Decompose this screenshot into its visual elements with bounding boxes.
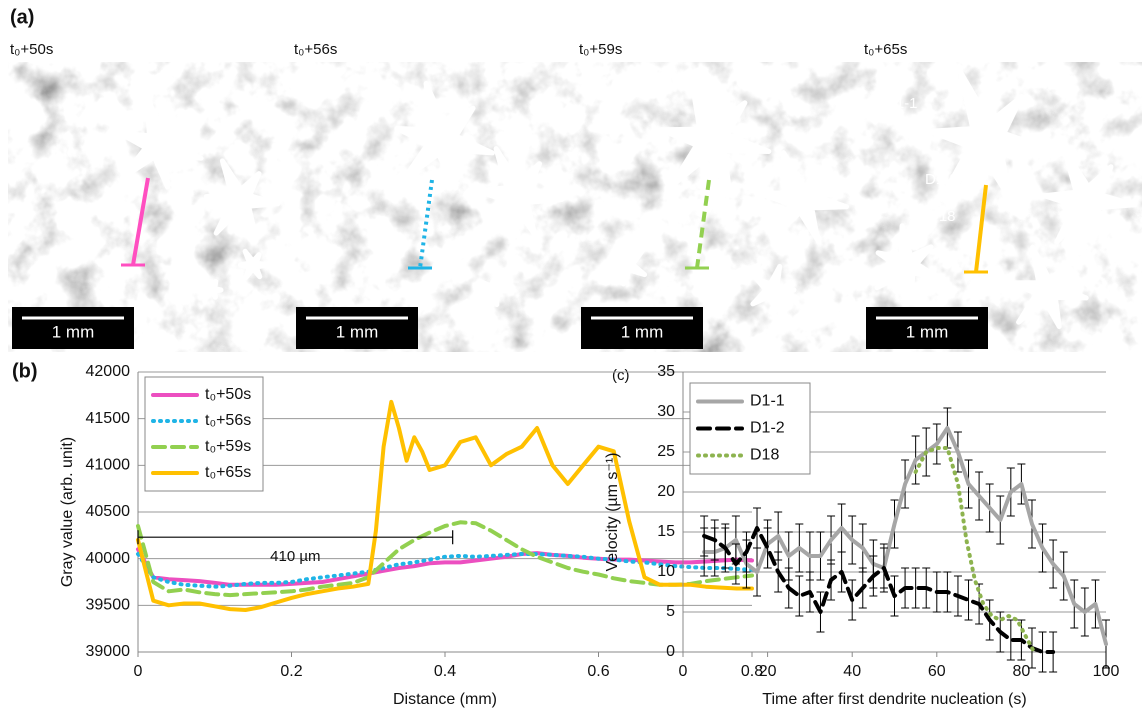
y-tick-label: 40000 xyxy=(86,550,131,567)
dendrite-label: D1-1 xyxy=(885,95,918,112)
scale-bar-box xyxy=(581,307,703,349)
dendrite xyxy=(474,146,565,237)
x-tick-label: 60 xyxy=(928,663,946,680)
panel-label: (b) xyxy=(12,360,38,382)
y-tick-label: 25 xyxy=(657,443,675,460)
legend-label: t₀+56s xyxy=(205,412,251,429)
y-tick-label: 10 xyxy=(657,563,675,580)
series-line xyxy=(702,526,1056,654)
dendrite xyxy=(394,81,495,191)
dendrite-label: D18 xyxy=(928,208,956,225)
dendrite xyxy=(203,158,281,236)
series-line xyxy=(136,552,754,589)
scale-bar-box xyxy=(866,307,988,349)
dendrite xyxy=(927,69,1054,201)
dendrite-label: D1-2 xyxy=(925,171,958,188)
x-tick-label: 0.8 xyxy=(741,663,763,680)
x-tick-label: 40 xyxy=(843,663,861,680)
y-tick-label: 5 xyxy=(666,603,675,620)
annotation-bracket xyxy=(137,530,454,545)
error-bar xyxy=(795,575,804,617)
x-tick-label: 0 xyxy=(679,663,688,680)
dendrite xyxy=(238,248,270,281)
x-axis-title: Distance (mm) xyxy=(393,691,497,708)
panel-label: (c) xyxy=(612,367,630,384)
legend-label: t₀+59s xyxy=(205,438,251,455)
dendrite xyxy=(874,223,942,301)
scale-bar-label: 1 mm xyxy=(336,322,379,341)
legend-label: D1-1 xyxy=(750,393,785,410)
y-tick-label: 35 xyxy=(657,363,675,380)
series-line xyxy=(136,547,754,587)
x-tick-label: 0.4 xyxy=(434,663,456,680)
y-tick-label: 42000 xyxy=(86,363,131,380)
error-bar xyxy=(1038,631,1047,673)
scale-bar-label: 1 mm xyxy=(52,322,95,341)
dendrite xyxy=(603,246,648,287)
x-tick-label: 100 xyxy=(1093,663,1120,680)
frame-label: t₀+50s xyxy=(10,41,53,58)
y-axis-title: Velocity (µm s⁻¹) xyxy=(604,452,621,571)
dendrite xyxy=(759,150,849,243)
measure-line xyxy=(131,177,150,266)
dendrite xyxy=(203,278,224,300)
scale-bar-box xyxy=(12,307,134,349)
legend-label: t₀+65s xyxy=(205,464,251,481)
legend-label: t₀+50s xyxy=(205,386,251,403)
measure-line xyxy=(974,184,988,273)
y-axis-title: Gray value (arb. unit) xyxy=(59,437,76,587)
dendrite xyxy=(117,93,204,190)
error-bar xyxy=(911,567,920,609)
series-line xyxy=(913,446,1037,654)
x-tick-label: 0 xyxy=(134,663,143,680)
y-tick-label: 40500 xyxy=(86,503,131,520)
y-tick-label: 39000 xyxy=(86,643,131,660)
x-axis-title: Time after first dendrite nucleation (s) xyxy=(762,691,1026,708)
legend-label: D18 xyxy=(750,447,779,464)
annotation-text: 410 µm xyxy=(270,548,320,565)
panel-label: (a) xyxy=(10,6,34,28)
dendrite xyxy=(475,270,511,308)
scale-bar-label: 1 mm xyxy=(621,322,664,341)
y-tick-label: 30 xyxy=(657,403,675,420)
error-bar xyxy=(964,579,973,621)
frame-label: t₀+56s xyxy=(294,41,337,58)
x-tick-label: 0.2 xyxy=(280,663,302,680)
measure-line xyxy=(418,179,434,269)
scale-bar-label: 1 mm xyxy=(906,322,949,341)
x-tick-label: 0.6 xyxy=(587,663,609,680)
y-tick-label: 20 xyxy=(657,483,675,500)
y-tick-label: 39500 xyxy=(86,597,131,614)
x-tick-label: 80 xyxy=(1013,663,1031,680)
y-tick-label: 15 xyxy=(657,523,675,540)
series-line xyxy=(136,520,754,598)
series-line xyxy=(702,426,1108,646)
dendrite xyxy=(1041,148,1138,245)
frame-label: t₀+65s xyxy=(864,41,907,58)
dendrite xyxy=(658,75,772,196)
series-line xyxy=(136,399,754,612)
dendrite xyxy=(750,263,797,313)
image-strip: 1 mm t₀+50s 1 mm t₀+56s 1 mm t₀+59s 1 mm t₀+65s… xyxy=(8,41,1142,352)
scale-bar-box xyxy=(296,307,418,349)
x-tick-label: 20 xyxy=(759,663,777,680)
y-tick-label: 41000 xyxy=(86,457,131,474)
frame-label: t₀+59s xyxy=(579,41,622,58)
y-tick-label: 41500 xyxy=(86,410,131,427)
y-tick-label: 0 xyxy=(666,643,675,660)
legend-label: D1-2 xyxy=(750,420,785,437)
dendrite xyxy=(1009,244,1089,329)
